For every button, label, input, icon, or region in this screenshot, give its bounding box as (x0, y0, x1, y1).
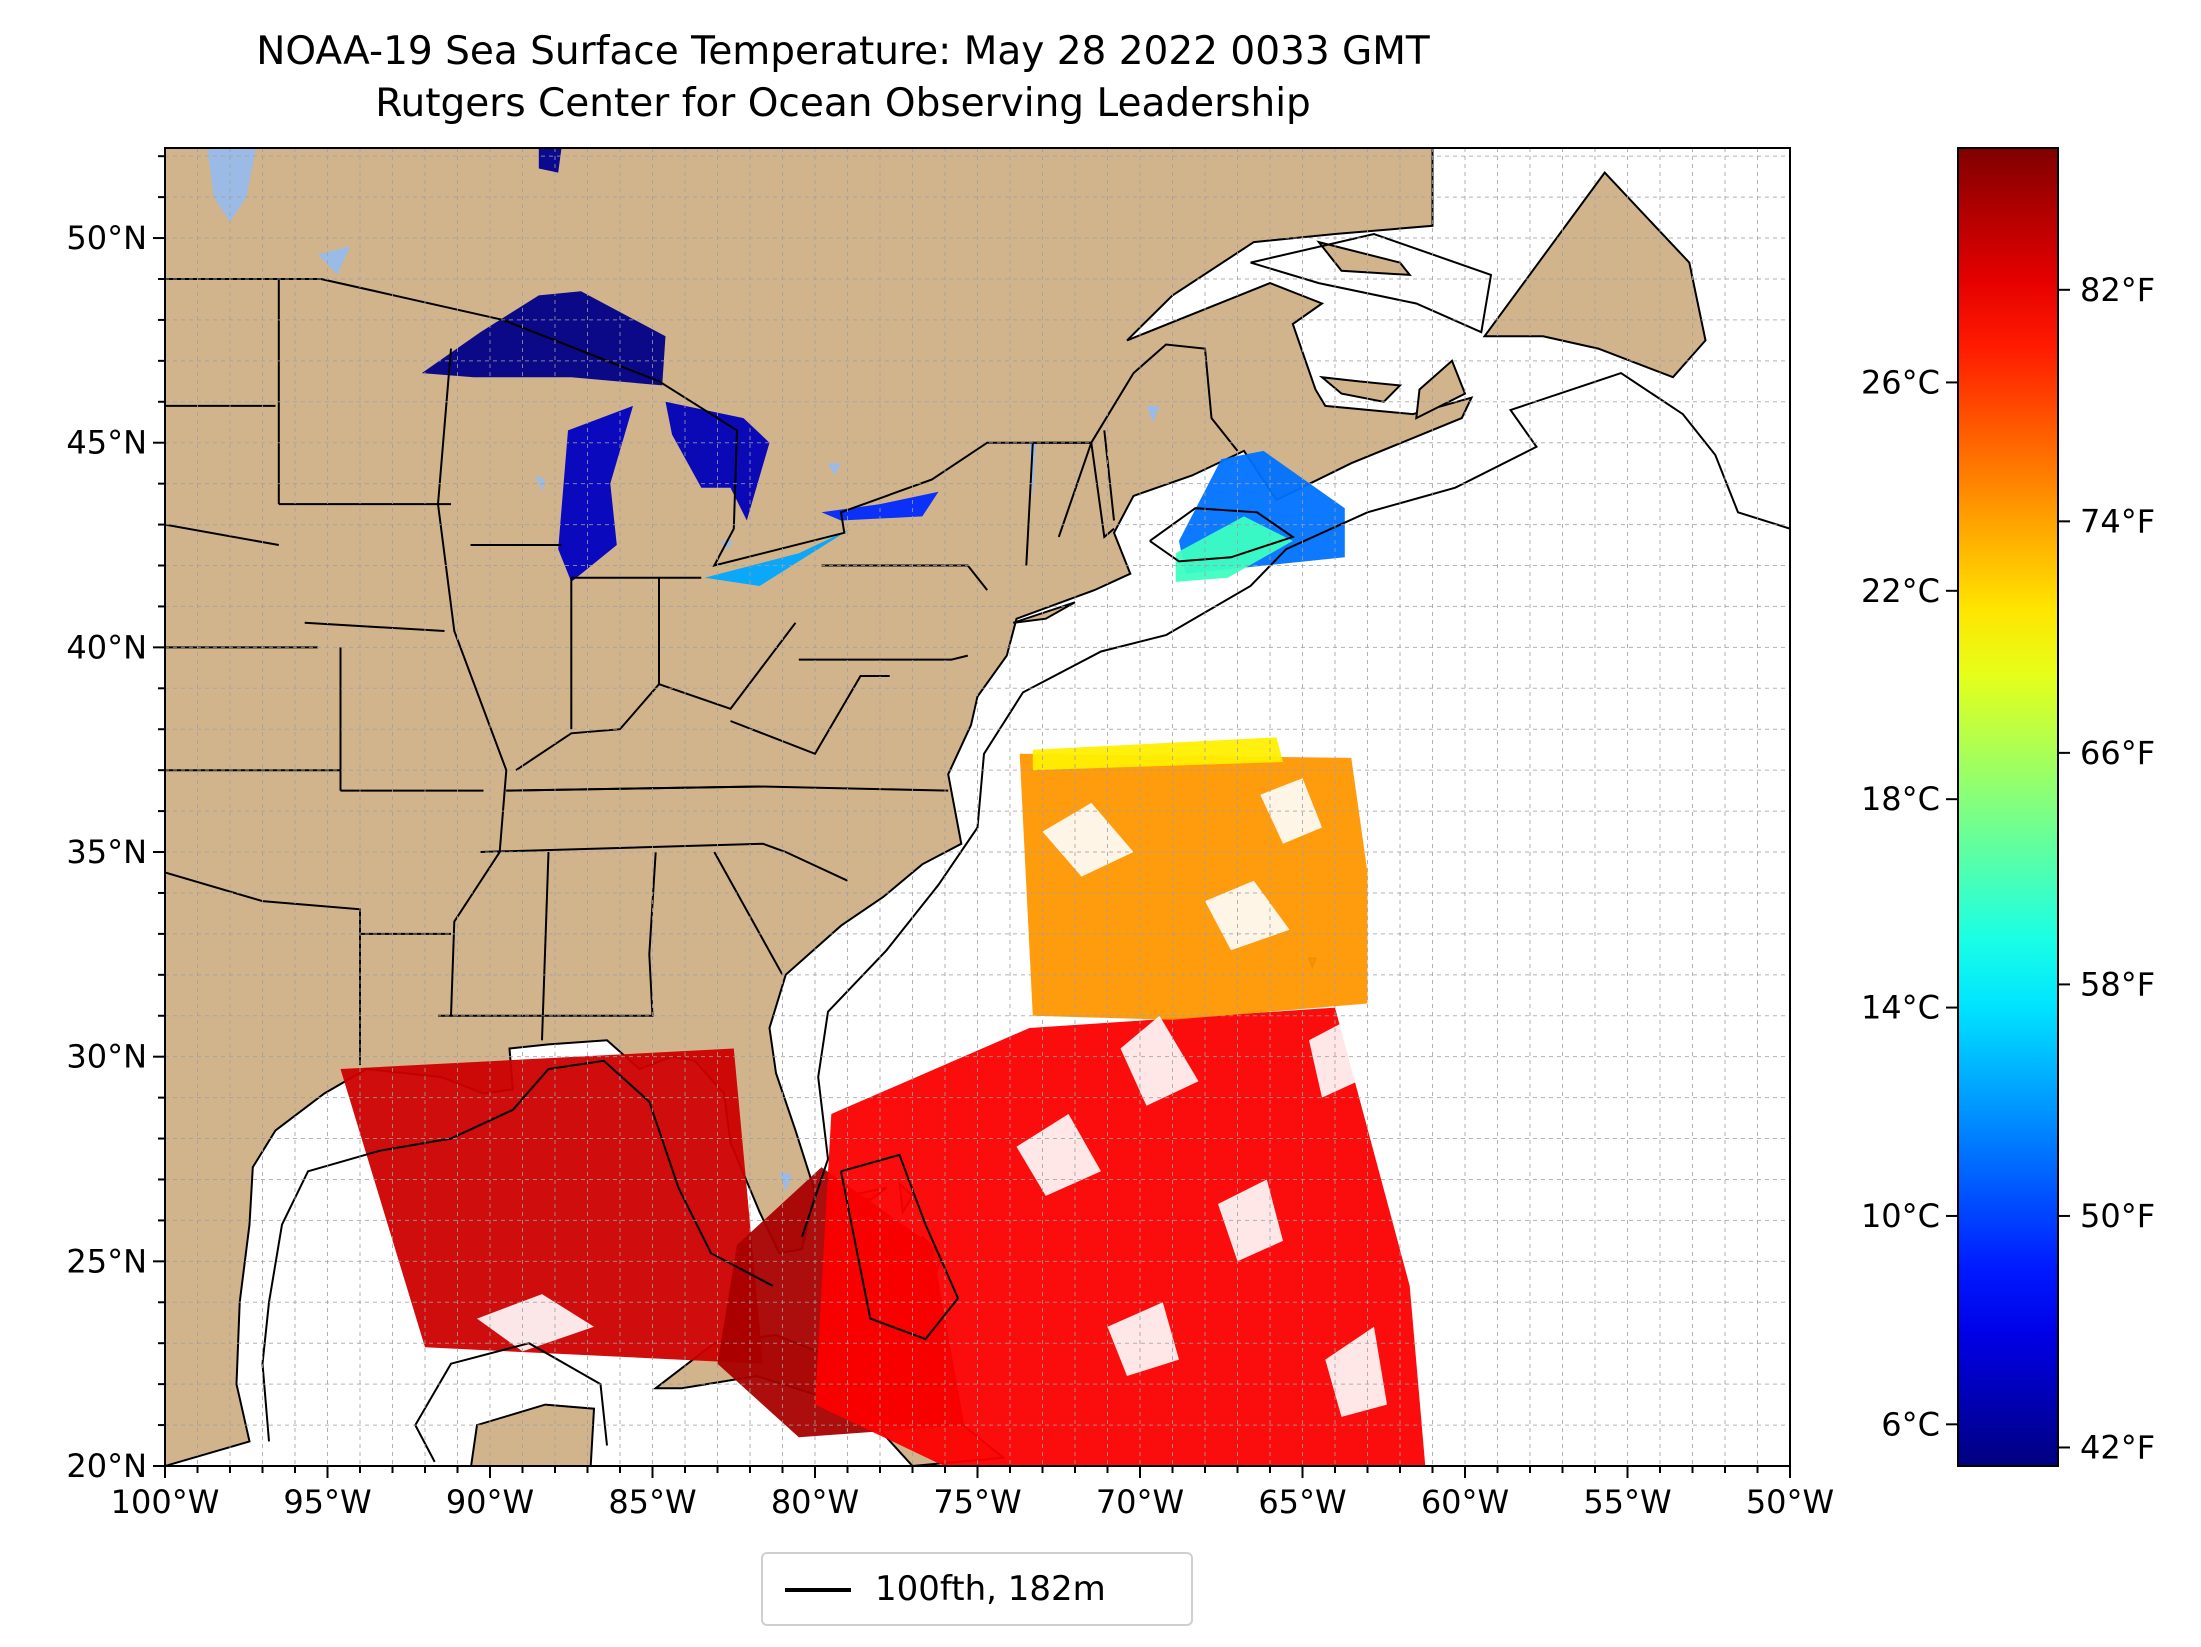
isobath-legend-label: 100fth, 182m (875, 1569, 1106, 1609)
celsius-tick-label: 14°C (1861, 989, 1940, 1027)
fahrenheit-tick-label: 50°F (2080, 1197, 2155, 1235)
x-tick-label: 85°W (608, 1483, 696, 1521)
lake-ontario (821, 491, 939, 521)
lake-okeechobee (779, 1171, 793, 1192)
gridlines-layer (165, 148, 1790, 1466)
cloud-gap-10 (1260, 778, 1322, 844)
georgia-sc-border (713, 851, 784, 976)
iowa-missouri-border (304, 621, 445, 632)
cloud-gap-6 (1218, 1179, 1283, 1262)
x-tick-label: 75°W (933, 1483, 1021, 1521)
cloud-gap-1 (1042, 802, 1134, 877)
long-island-ny (1012, 601, 1076, 624)
x-tick-label: 60°W (1421, 1483, 1509, 1521)
x-tick-label: 90°W (446, 1483, 534, 1521)
celsius-tick-label: 18°C (1861, 780, 1940, 818)
fahrenheit-tick-label: 66°F (2080, 734, 2155, 772)
cloud-gap-8 (1325, 1326, 1387, 1417)
mason-dixon-line (798, 654, 969, 661)
fahrenheit-tick-label: 42°F (2080, 1428, 2155, 1466)
fahrenheit-scale: 42°F 50°F 58°F 66°F 74°F 82°F (2058, 271, 2155, 1466)
newfoundland (1482, 171, 1707, 379)
colorbar: 6°C 10°C 14°C 18°C 22°C 26°C 42°F 50°F 58°F 66°F… (1861, 147, 2155, 1467)
isobath-legend-swatch (785, 1588, 851, 1592)
cloud-gap-9 (477, 1294, 594, 1352)
y-tick-label: 40°N (66, 628, 147, 666)
cloud-gap-4 (1309, 1019, 1358, 1098)
vermont-nh-border (1057, 442, 1093, 538)
lake-of-the-woods (317, 246, 351, 275)
isobath-atlantic (801, 371, 1790, 1238)
legend-box: 100fth, 182m (761, 1552, 1193, 1626)
lake-erie (704, 528, 851, 586)
moosehead-lake (1146, 405, 1160, 423)
y-tick-label: 35°N (66, 833, 147, 871)
cloud-gap-7 (1107, 1302, 1179, 1376)
x-tick-label: 50°W (1746, 1483, 1834, 1521)
map-title: NOAA-19 Sea Surface Temperature: May 28 … (256, 29, 1430, 74)
fahrenheit-tick-label: 74°F (2080, 502, 2155, 540)
ohio-river-border (515, 622, 797, 772)
lake-simcoe (828, 463, 841, 476)
lake-michigan (558, 405, 633, 582)
colorbar-gradient (1957, 147, 2059, 1467)
atlantic-subtropical-swath (815, 1007, 1426, 1466)
isobath-gulf-of-maine (1149, 507, 1296, 563)
fahrenheit-tick-label: 82°F (2080, 271, 2155, 309)
gulf-states-border (438, 851, 657, 1017)
isobath-campeche (414, 1342, 608, 1463)
celsius-tick-label: 6°C (1881, 1405, 1940, 1443)
x-tick-label: 95°W (283, 1483, 371, 1521)
sst-data-layer (340, 148, 1426, 1466)
celsius-tick-label: 22°C (1861, 572, 1940, 610)
isobath-bahamas (840, 1153, 960, 1341)
x-tick-label: 55°W (1583, 1483, 1671, 1521)
x-tick-label: 65°W (1258, 1483, 1346, 1521)
y-tick-label: 50°N (66, 219, 147, 257)
isobath-100fth-layer (261, 232, 1790, 1463)
lake-st-clair (720, 540, 734, 550)
lake-superior (421, 291, 666, 386)
mississippi-alabama-border (541, 851, 550, 1041)
maine-nh-border (1103, 430, 1115, 521)
virginia-wv-border (730, 675, 890, 756)
lake-winnipeg (207, 148, 256, 222)
longitude-axis: 100°W 95°W 90°W 85°W 80°W 75°W 70°W 65°W 60°W 55°… (111, 1466, 1834, 1521)
fahrenheit-tick-label: 58°F (2080, 965, 2155, 1003)
latitude-axis: 20°N 25°N 30°N 35°N 40°N 45°N 50°N (66, 155, 165, 1485)
isobath-gulf-of-mexico (261, 1059, 774, 1442)
cloud-gap-5 (1016, 1114, 1101, 1196)
y-tick-label: 20°N (66, 1447, 147, 1485)
anticosti-island (1316, 240, 1412, 277)
prince-edward-island (1318, 375, 1403, 403)
southern-border-35n (480, 842, 848, 882)
celsius-tick-label: 10°C (1861, 1197, 1940, 1235)
lake-nipigon (538, 148, 562, 173)
x-tick-label: 80°W (771, 1483, 859, 1521)
map-area[interactable] (165, 144, 1790, 1474)
y-tick-label: 25°N (66, 1242, 147, 1280)
celsius-scale: 6°C 10°C 14°C 18°C 22°C 26°C (1861, 363, 1958, 1443)
y-tick-label: 30°N (66, 1038, 147, 1076)
x-tick-label: 100°W (111, 1483, 220, 1521)
nebraska-sd-border (165, 523, 279, 546)
lake-winnebago (535, 475, 546, 492)
atlantic-northern-edge (1032, 737, 1283, 771)
x-tick-label: 70°W (1096, 1483, 1184, 1521)
isobath-gulf-of-st-lawrence (1250, 232, 1493, 334)
cloud-gap-2 (1205, 880, 1290, 951)
map-subtitle: Rutgers Center for Ocean Observing Leade… (375, 81, 1311, 126)
y-tick-label: 45°N (66, 424, 147, 462)
tennessee-kentucky-border (506, 785, 760, 792)
celsius-tick-label: 26°C (1861, 363, 1940, 401)
atlantic-midlatitude-swath (1019, 753, 1368, 1020)
